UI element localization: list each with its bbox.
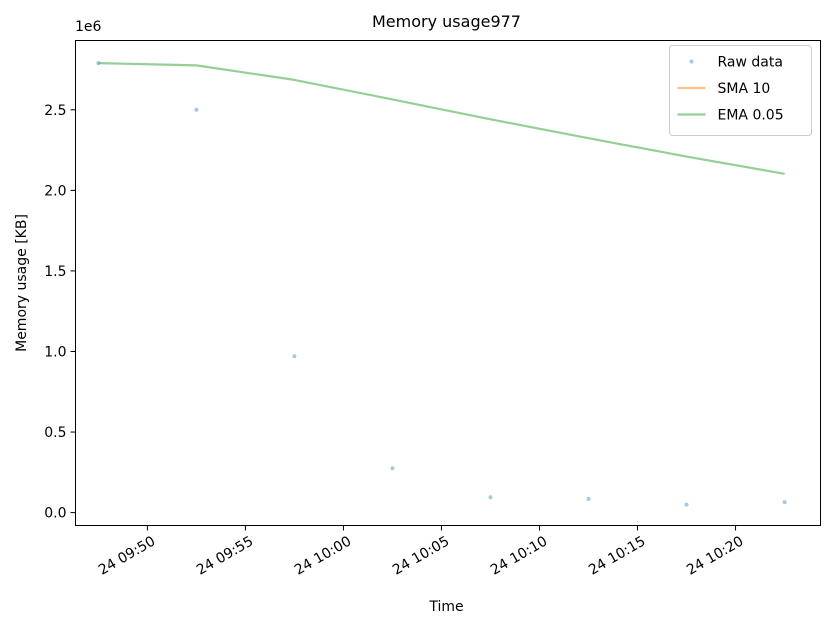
y-offset-label: 1e6 (75, 19, 102, 35)
legend-box (669, 45, 812, 136)
data-point (782, 500, 787, 505)
y-tick-label: 1.0 (44, 344, 66, 360)
data-point (96, 61, 101, 66)
data-point (292, 354, 297, 359)
plot-frame (75, 40, 821, 526)
y-tick-label: 2.5 (44, 103, 66, 119)
y-tick-label: 0.0 (44, 506, 66, 522)
plot-marks (96, 61, 787, 507)
y-tick-label: 0.5 (44, 425, 66, 441)
data-point (488, 495, 493, 500)
data-point (390, 466, 395, 471)
data-point (684, 502, 689, 507)
legend-label: SMA 10 (718, 81, 771, 97)
data-point (586, 496, 591, 501)
chart-title: Memory usage977 (372, 12, 521, 31)
y-tick-label: 1.5 (44, 264, 66, 280)
legend-label: EMA 0.05 (718, 108, 784, 124)
legend: Raw data SMA 10 EMA 0.05 (669, 45, 812, 136)
series-line-2 (98, 62, 785, 175)
x-axis-label: Time (428, 599, 463, 615)
data-point (194, 107, 199, 112)
y-tick-label: 2.0 (44, 183, 66, 199)
legend-marker (689, 59, 694, 64)
y-axis-label: Memory usage [KB] (14, 214, 30, 352)
legend-label: Raw data (718, 55, 783, 71)
